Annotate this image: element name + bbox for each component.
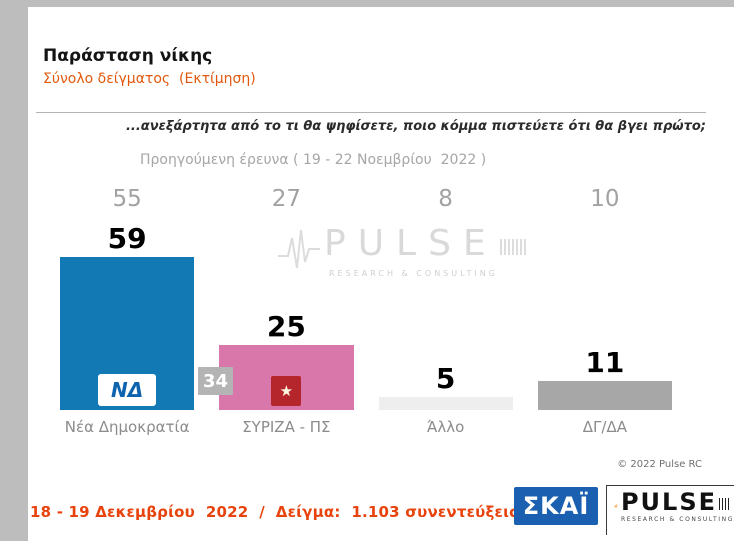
skai-logo: ΣΚΑΪ [514, 487, 598, 525]
page-edge-left [0, 0, 28, 541]
bar-column-dgda: 11 [537, 215, 672, 410]
pulse-logo-tagline: RESEARCH & CONSULTING [620, 516, 734, 524]
pulse-waveform-icon [614, 504, 618, 508]
watermark-text: PULSE RESEARCH & CONSULTING [324, 222, 526, 278]
category-label-syriza: ΣΥΡΙΖΑ - ΠΣ [242, 418, 331, 436]
previous-value-syriza: 27 [271, 186, 302, 212]
bar-nea-dimokratia: ΝΔ [60, 256, 195, 410]
pulse-logo-text: PULSE RESEARCH & CONSULTING [620, 488, 734, 524]
bar-chart: 59 ΝΔ 25 ★ 5 11 [60, 215, 672, 410]
previous-value-dgda: 10 [590, 186, 620, 212]
page-subtitle: Σύνολο δείγματος (Εκτίμηση) [43, 71, 256, 87]
pulse-watermark: PULSE RESEARCH & CONSULTING [278, 222, 526, 278]
bar-allo [378, 397, 513, 410]
watermark-tagline: RESEARCH & CONSULTING [329, 269, 498, 279]
watermark-brand: PULSE [324, 223, 498, 264]
waveform-icon [278, 229, 320, 269]
skai-logo-text: ΣΚΑΪ [522, 492, 590, 520]
page-edge-top [0, 0, 734, 7]
category-labels-row: Νέα Δημοκρατία ΣΥΡΙΖΑ - ΠΣ Άλλο ΔΓ/ΔΑ [60, 418, 672, 436]
syriza-logo: ★ [271, 376, 302, 406]
value-label-syriza: 25 [266, 310, 306, 343]
value-label-nea-dimokratia: 59 [107, 221, 147, 255]
previous-value-allo: 8 [438, 186, 453, 212]
previous-survey-label: Προηγούμενη έρευνα ( 19 - 22 Νοεμβρίου 2… [140, 152, 487, 168]
bar-column-allo: 5 [378, 215, 513, 410]
bar-column-nea-dimokratia: 59 ΝΔ [60, 215, 195, 410]
bar-dgda [537, 381, 672, 410]
divider-line [36, 112, 706, 113]
value-label-allo: 5 [435, 362, 456, 395]
nea-dimokratia-logo: ΝΔ [98, 374, 157, 406]
syriza-star-icon: ★ [279, 382, 294, 400]
barcode-icon [499, 239, 526, 255]
previous-value-nea-dimokratia: 55 [112, 186, 142, 212]
survey-info: 18 - 19 Δεκεμβρίου 2022 / Δείγμα: 1.103 … [30, 503, 519, 521]
bar-syriza: ★ [219, 345, 354, 410]
watermark-tagline-row: RESEARCH & CONSULTING [324, 269, 495, 278]
survey-question: ...ανεξάρτητα από το τι θα ψηφίσετε, ποι… [125, 119, 706, 134]
pulse-logo-brand: PULSE [620, 488, 718, 516]
category-label-nea-dimokratia: Νέα Δημοκρατία [64, 418, 190, 436]
category-label-dgda: ΔΓ/ΔΑ [582, 418, 627, 436]
pulse-barcode-icon [719, 498, 732, 510]
category-label-allo: Άλλο [426, 418, 465, 436]
value-label-dgda: 11 [585, 346, 625, 380]
bar-column-syriza: 25 ★ [219, 215, 354, 410]
previous-values-row: 55 27 8 10 [60, 186, 672, 212]
copyright: © 2022 Pulse RC [617, 459, 702, 470]
pulse-logo: PULSE RESEARCH & CONSULTING [606, 485, 734, 535]
nea-dimokratia-logo-text: ΝΔ [111, 378, 144, 402]
lead-gap-badge: 34 [198, 367, 233, 395]
page-title: Παράσταση νίκης [43, 46, 213, 66]
